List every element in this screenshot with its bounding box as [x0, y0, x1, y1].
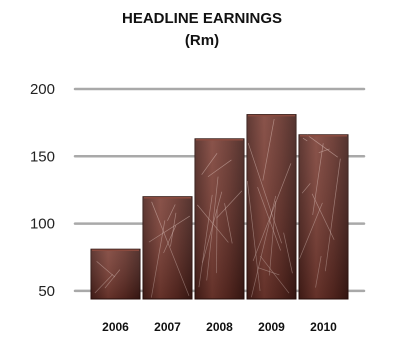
x-tick-label-2010: 2010: [310, 320, 337, 334]
y-tick-label-200: 200: [30, 81, 55, 98]
chart-title: HEADLINE EARNINGS: [121, 10, 282, 27]
bar-shading: [247, 114, 296, 299]
y-tick-label-50: 50: [38, 283, 55, 300]
bar-2010: [298, 134, 349, 300]
y-tick-label-150: 150: [30, 148, 55, 165]
bars: [90, 114, 349, 300]
bar-shading: [299, 134, 348, 299]
x-tick-label-2006: 2006: [102, 320, 129, 334]
y-axis-tick-labels: 50 100 150 200: [30, 81, 55, 300]
x-tick-label-2007: 2007: [154, 320, 181, 334]
y-tick-label-100: 100: [30, 216, 55, 233]
chart-title-block: HEADLINE EARNINGS (Rm): [0, 8, 404, 52]
x-tick-label-2009: 2009: [258, 320, 285, 334]
bar-shading: [195, 138, 244, 299]
x-axis-category-labels: 2006 2007 2008 2009 2010: [102, 320, 337, 334]
bar-2007: [142, 196, 193, 300]
x-tick-label-2008: 2008: [206, 320, 233, 334]
bar-2009: [246, 114, 297, 300]
chart-subtitle: (Rm): [184, 32, 220, 49]
bar-shading: [91, 249, 140, 299]
bar-shading: [143, 196, 192, 299]
bar-2008: [194, 138, 245, 300]
bar-2006: [90, 248, 141, 300]
